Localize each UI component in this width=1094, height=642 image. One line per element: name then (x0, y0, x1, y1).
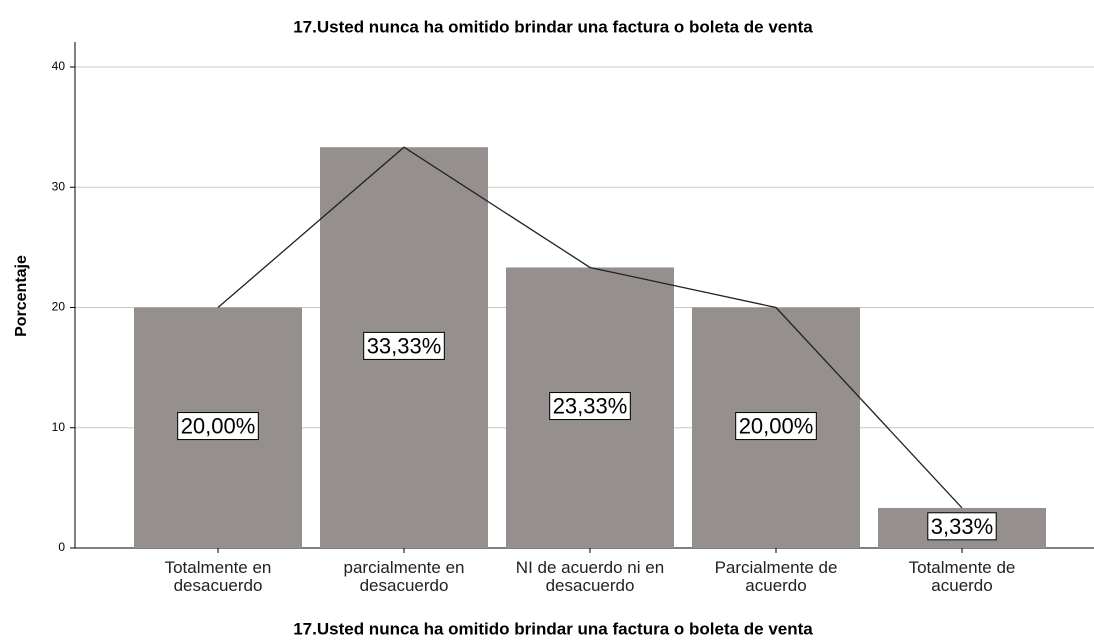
x-tick-label: Parcialmente de acuerdo (714, 558, 838, 595)
y-tick-label: 40 (52, 59, 66, 73)
data-label: 20,00% (177, 412, 259, 441)
data-label: 3,33% (927, 512, 997, 541)
x-tick-label: parcialmente en desacuerdo (343, 558, 465, 595)
chart-title: 17.Usted nunca ha omitido brindar una fa… (293, 17, 813, 36)
x-tick-label: Totalmente de acuerdo (908, 558, 1016, 595)
data-label-text: 33,33% (367, 333, 442, 358)
data-label-box (735, 412, 817, 441)
data-label-text: 3,33% (931, 514, 993, 539)
x-tick-label: Totalmente en desacuerdo (164, 558, 272, 595)
data-label-text: 20,00% (739, 414, 814, 439)
y-tick-label: 30 (52, 179, 66, 193)
data-label: 20,00% (735, 412, 817, 441)
line (217, 146, 963, 509)
y-tick-label: 20 (52, 300, 66, 314)
y-tick-label: 0 (58, 540, 65, 554)
y-axis-title: Porcentaje (13, 255, 30, 337)
data-label-box (363, 331, 445, 360)
x-tick-label: NI de acuerdo ni en desacuerdo (515, 558, 665, 595)
data-label-text: 23,33% (553, 394, 628, 419)
y-tick-label: 10 (52, 420, 66, 434)
x-axis-title: 17.Usted nunca ha omitido brindar una fa… (293, 619, 813, 638)
data-label-box (177, 412, 259, 441)
data-label-box (549, 392, 631, 421)
data-label: 33,33% (363, 331, 445, 360)
data-label-box (927, 512, 997, 541)
data-label-text: 20,00% (181, 414, 256, 439)
data-label: 23,33% (549, 392, 631, 421)
